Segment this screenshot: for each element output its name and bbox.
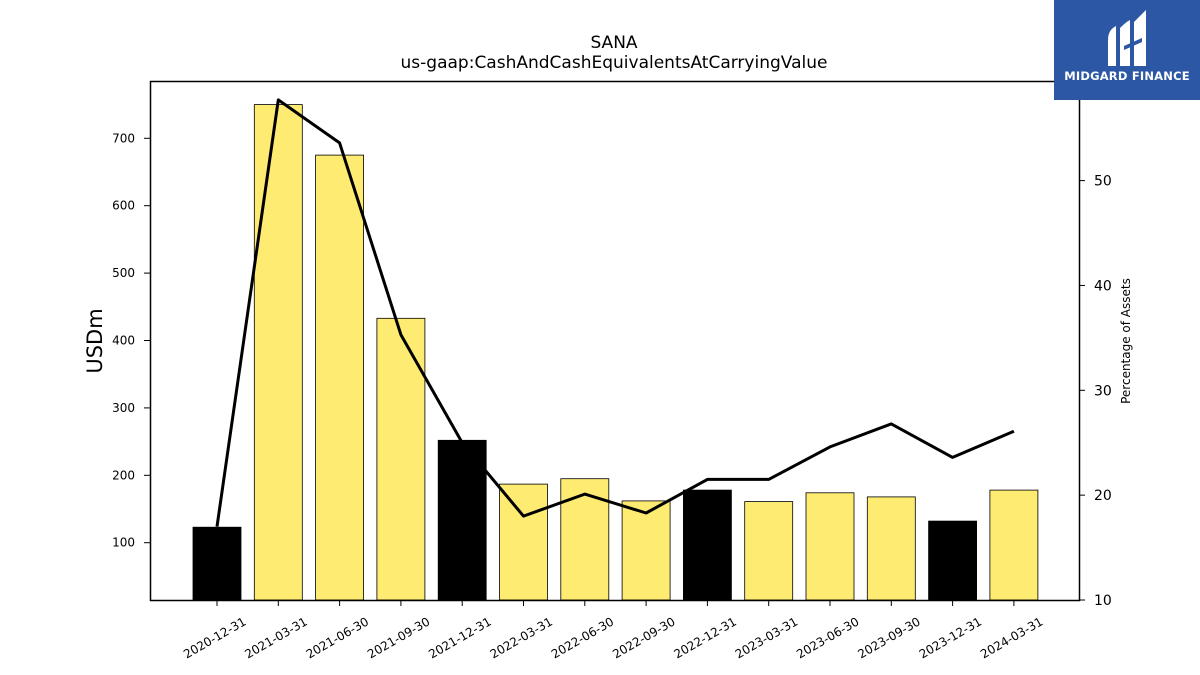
x-tick-label: 2023-09-30 — [855, 614, 922, 661]
x-tick-label: 2024-03-31 — [978, 614, 1045, 661]
x-tick-label: 2023-12-31 — [917, 614, 984, 661]
bar-2021-03-31 — [253, 104, 303, 601]
x-tick-label: 2021-06-30 — [304, 614, 371, 661]
x-tick-label: 2023-06-30 — [794, 614, 861, 661]
x-tick-label: 2021-09-30 — [365, 614, 432, 661]
chart-subtitle: us-gaap:CashAndCashEquivalentsAtCarrying… — [401, 53, 828, 73]
y2-tick-label: 40 — [1094, 278, 1112, 294]
bar-2022-09-30 — [621, 500, 671, 601]
y2-tick-label: 20 — [1094, 488, 1112, 504]
bar-2024-03-31 — [989, 489, 1039, 601]
x-tick-label: 2022-03-31 — [488, 614, 555, 661]
logo-text: MIDGARD FINANCE — [1064, 69, 1190, 83]
bar-2022-03-31 — [499, 483, 548, 601]
bar-2021-09-30 — [376, 317, 426, 601]
y-tick-label: 500 — [112, 266, 135, 280]
bar-2023-03-31 — [744, 501, 794, 601]
y-tick-label: 300 — [112, 401, 135, 415]
y-axis-label: USDm — [83, 308, 107, 373]
y2-tick-label: 50 — [1094, 174, 1112, 190]
x-tick-label: 2022-09-30 — [610, 614, 677, 661]
percentage-line — [215, 98, 1015, 527]
bar-2023-06-30 — [805, 492, 855, 601]
x-tick-label: 2023-03-31 — [733, 614, 800, 661]
x-tick-label: 2022-12-31 — [671, 614, 738, 661]
logo-mark-icon — [1108, 10, 1146, 66]
y2-tick-label: 30 — [1094, 383, 1112, 399]
bar-2022-12-31 — [683, 489, 732, 601]
chart-title: SANA — [590, 33, 637, 53]
y-tick-label: 100 — [112, 536, 135, 550]
bar-2023-12-31 — [928, 520, 977, 601]
midgard-finance-logo: MIDGARD FINANCE — [1054, 0, 1200, 100]
bar-2021-06-30 — [315, 154, 365, 601]
bar-2023-09-30 — [866, 496, 916, 601]
x-tick-label: 2022-06-30 — [549, 614, 616, 661]
bar-2021-12-31 — [437, 439, 487, 601]
y2-axis-label: Percentage of Assets — [1119, 278, 1133, 404]
x-tick-label: 2021-03-31 — [242, 614, 309, 661]
y-tick-label: 700 — [112, 131, 135, 145]
bars-group — [192, 104, 1039, 601]
line-group — [215, 98, 1015, 527]
y-tick-label: 400 — [112, 334, 135, 348]
plot-frame — [149, 80, 1081, 602]
bar-2020-12-31 — [192, 526, 242, 601]
y-tick-label: 600 — [112, 199, 135, 213]
y2-tick-label: 10 — [1094, 593, 1112, 609]
x-tick-label: 2020-12-31 — [181, 614, 248, 661]
x-tick-label: 2021-12-31 — [426, 614, 493, 661]
y-tick-label: 200 — [112, 468, 135, 482]
bar-2022-06-30 — [560, 478, 610, 601]
